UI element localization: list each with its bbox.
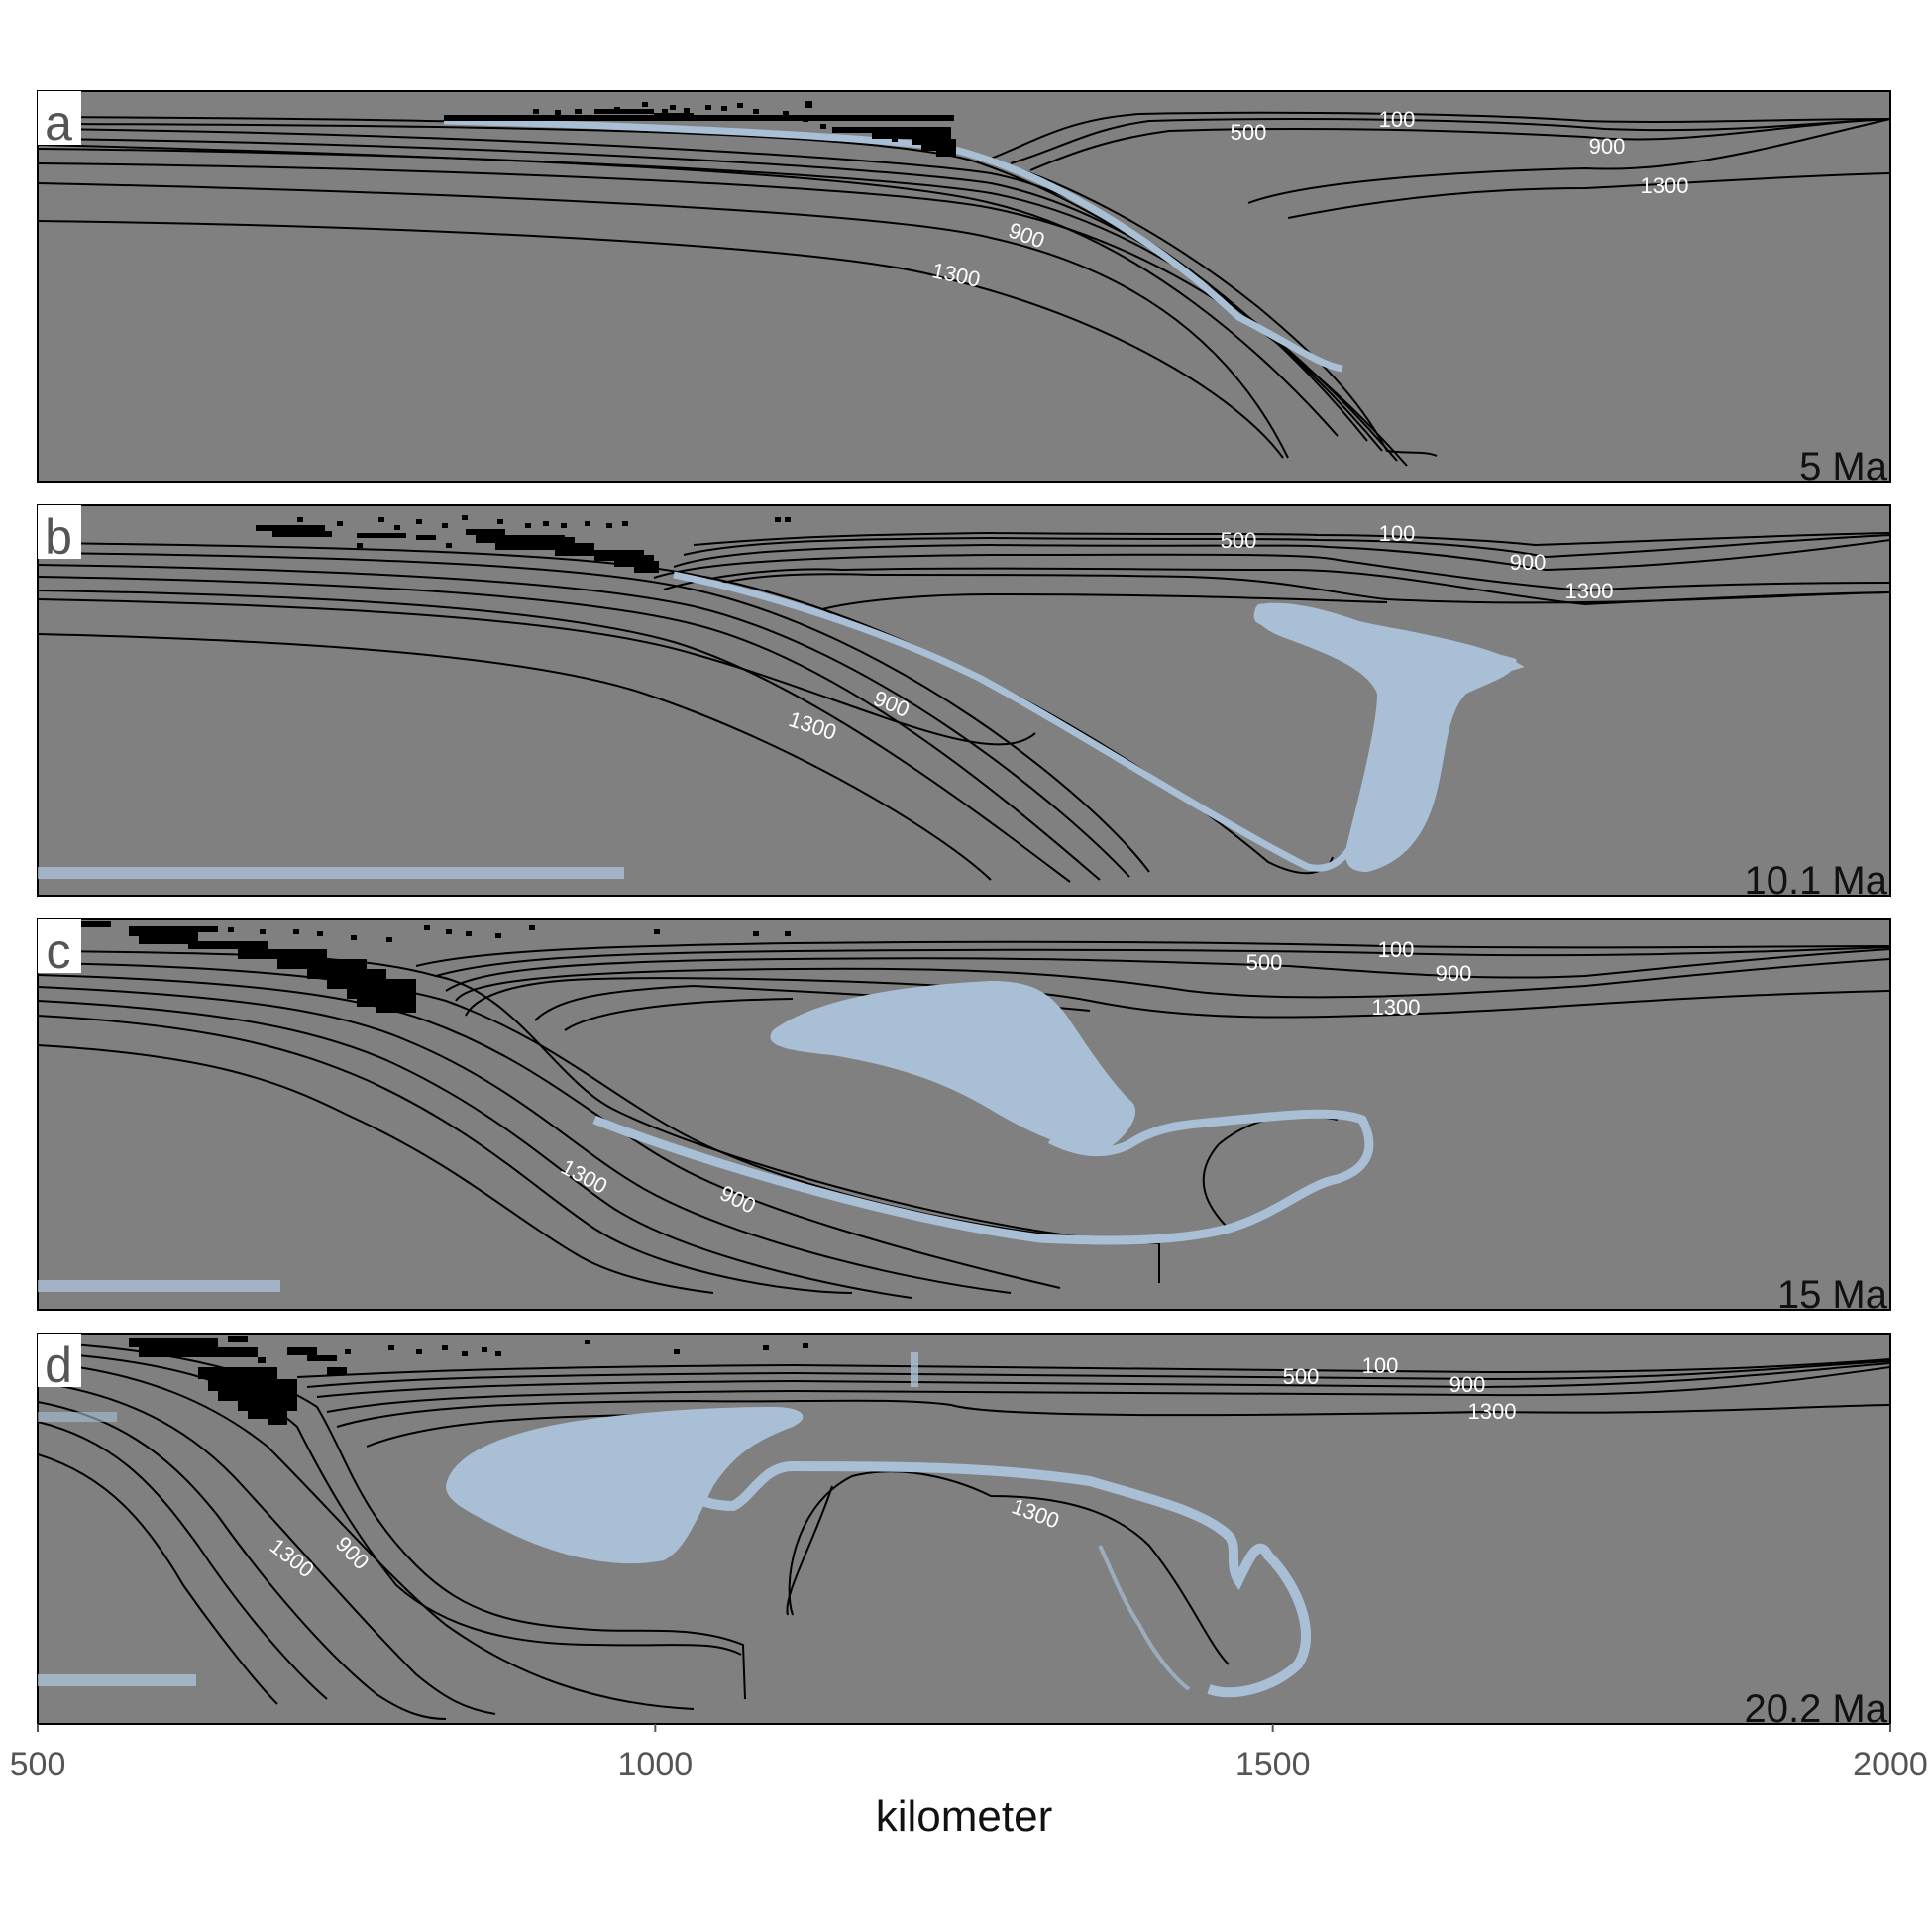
- contour-label: 500: [1231, 120, 1267, 145]
- contour-label: 500: [1283, 1364, 1320, 1389]
- panel-d: d 20.2 Ma 500 100 900 1300 1300 1300 900: [37, 1333, 1891, 1731]
- panel-c-plume: [770, 981, 1136, 1149]
- panel-c-slab: [592, 1109, 1374, 1245]
- contour-label: 1300: [1468, 1399, 1517, 1424]
- panel-a-letter-box: [38, 91, 81, 145]
- contour-label: 500: [1246, 950, 1283, 975]
- contour-label: 500: [1221, 528, 1257, 553]
- panel-b-letter: b: [45, 509, 72, 565]
- panel-c-time: 15 Ma: [1777, 1273, 1888, 1317]
- contour-label: 100: [1379, 521, 1416, 546]
- panel-d-bottom-band: [38, 1674, 196, 1686]
- panel-c-isotherms: [38, 940, 1890, 1299]
- panel-d-particles: [129, 1336, 808, 1425]
- contour-label: 1300: [1641, 173, 1689, 198]
- x-axis-label: kilometer: [876, 1792, 1053, 1841]
- contour-label: 1300: [1372, 995, 1421, 1020]
- panel-d-isotherms: [38, 1342, 1890, 1720]
- x-tick-label: 500: [10, 1746, 66, 1783]
- panel-b-background: [37, 504, 1891, 897]
- panel-d-left-band: [38, 1412, 117, 1422]
- panel-d-slab-trail: [1098, 1545, 1191, 1691]
- panel-c: c 15 Ma 500 100 900 1300 1300 900: [37, 918, 1891, 1317]
- contour-label: 100: [1362, 1353, 1399, 1378]
- panel-b-bottom-band: [38, 867, 624, 879]
- panel-d-plume: [446, 1407, 804, 1564]
- panel-a-isotherms: [38, 111, 1890, 467]
- panel-c-letter-box: [38, 919, 81, 973]
- panel-b-time: 10.1 Ma: [1744, 859, 1887, 903]
- contour-label: 900: [1436, 961, 1472, 986]
- panel-a-particles: [444, 101, 956, 157]
- panel-a-time: 5 Ma: [1799, 445, 1888, 488]
- contour-label: 900: [1510, 550, 1547, 575]
- panel-d-time: 20.2 Ma: [1744, 1687, 1887, 1731]
- contour-label: 100: [1378, 937, 1415, 962]
- x-axis: 500 1000 1500 2000: [10, 1724, 1928, 1783]
- contour-label: 1300: [1565, 579, 1614, 603]
- panel-c-letter: c: [47, 923, 71, 979]
- panel-b-plume: [1254, 602, 1517, 872]
- panel-b: b 10.1 Ma 500 100 900 1300 900 1300: [37, 504, 1891, 903]
- panel-c-bottom-band: [38, 1280, 280, 1292]
- contour-label: 900: [1589, 134, 1626, 159]
- panel-a-background: [37, 90, 1891, 483]
- contour-label: 900: [1449, 1372, 1486, 1397]
- panel-c-particles: [81, 921, 791, 1013]
- panel-a-letter: a: [45, 95, 72, 151]
- panel-d-letter: d: [45, 1338, 72, 1393]
- panel-d-slab: [681, 1460, 1311, 1698]
- panel-a: a 5 Ma 500 100 900 1300 900 1300: [37, 90, 1891, 488]
- panel-d-letter-box: [38, 1334, 81, 1387]
- panel-a-slab: [443, 117, 1343, 373]
- panel-b-isotherms: [38, 531, 1890, 883]
- x-tick-label: 1000: [618, 1746, 694, 1783]
- panel-b-particles: [256, 515, 791, 573]
- panel-b-letter-box: [38, 505, 81, 559]
- contour-label: 100: [1379, 107, 1416, 132]
- x-tick-label: 2000: [1853, 1746, 1928, 1783]
- x-tick-label: 1500: [1235, 1746, 1311, 1783]
- panel-d-spike: [911, 1352, 918, 1387]
